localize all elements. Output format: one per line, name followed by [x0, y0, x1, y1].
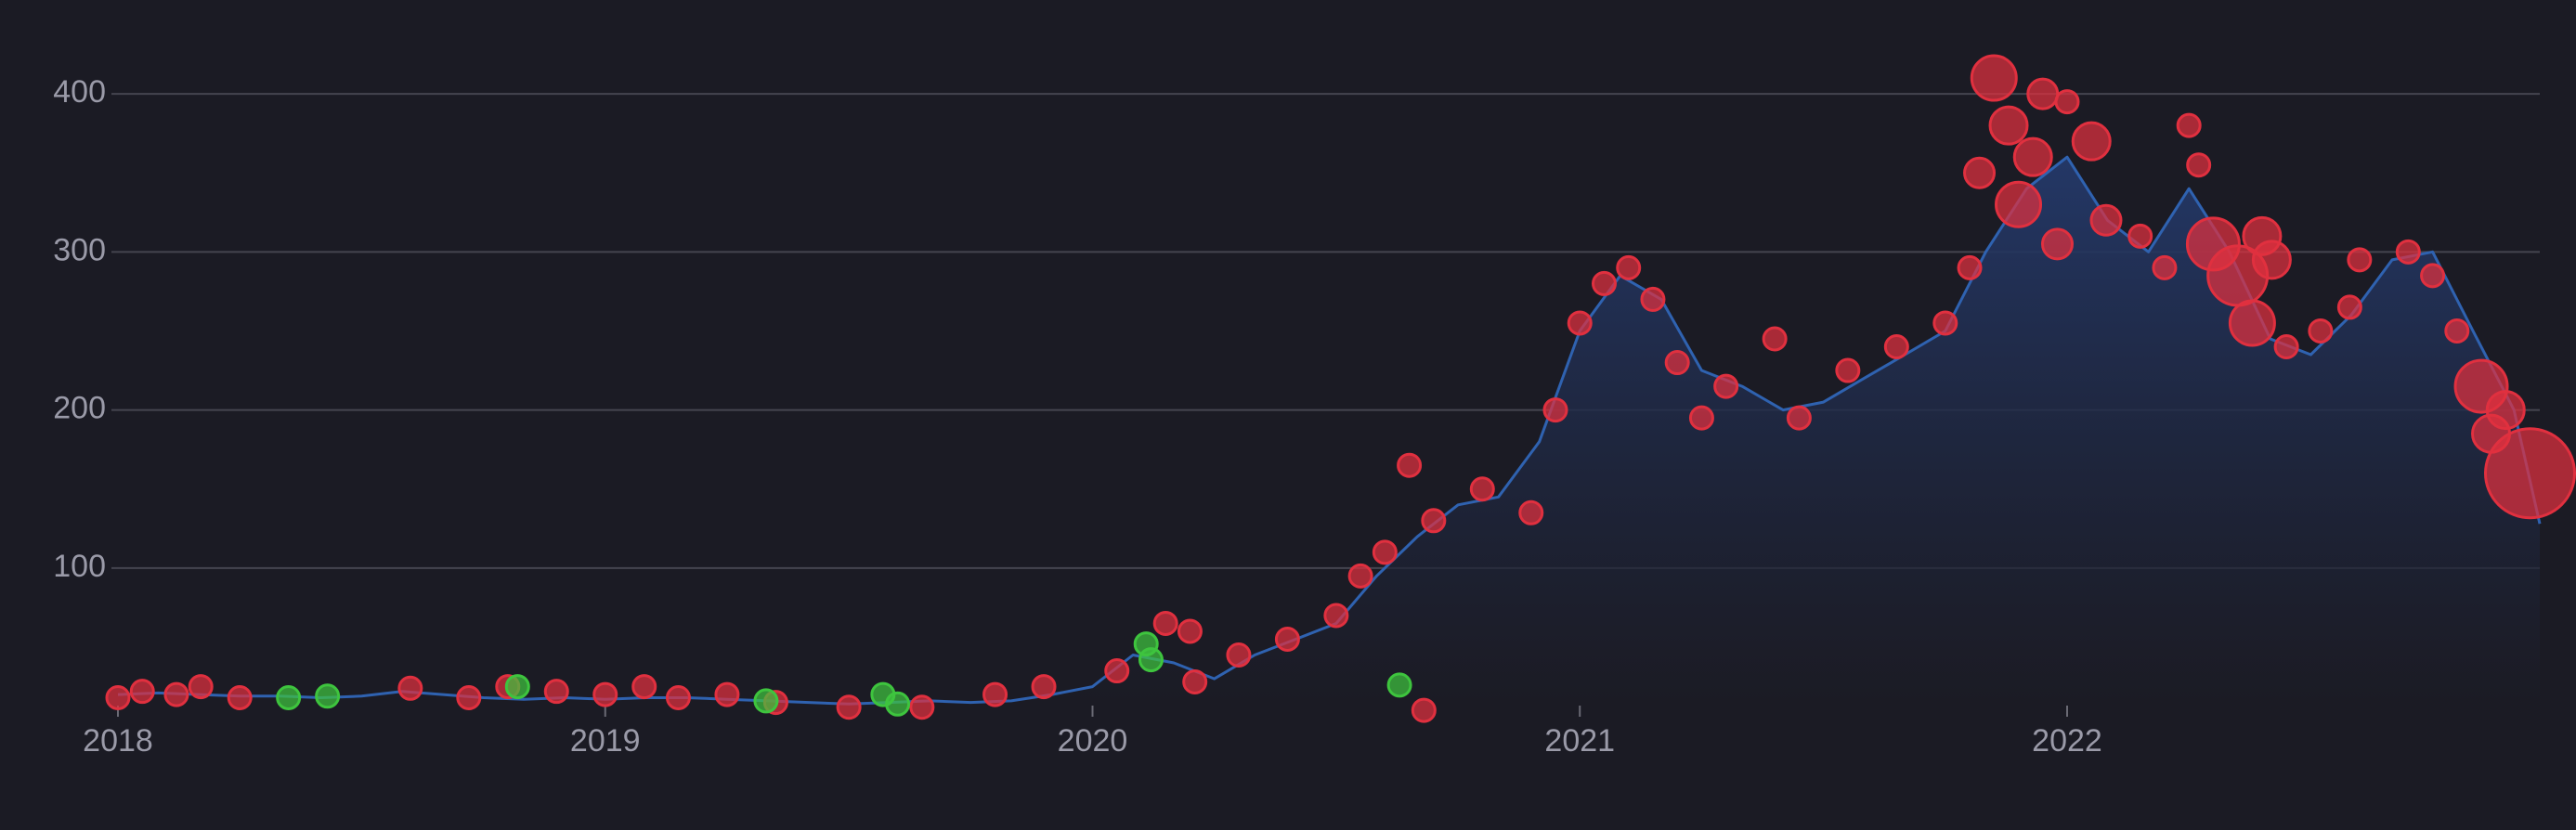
bubble: [2071, 121, 2112, 162]
bubble: [2040, 227, 2074, 261]
x-tick-label: 2020: [1058, 723, 1128, 759]
bubble: [1177, 618, 1203, 644]
y-tick-label: 200: [53, 391, 106, 426]
bubble: [2444, 318, 2470, 344]
bubble: [1542, 397, 1568, 423]
y-tick-label: 100: [53, 549, 106, 584]
bubble: [1567, 310, 1593, 336]
bubble: [1713, 373, 1739, 399]
bubble: [1104, 658, 1130, 684]
bubble: [1226, 642, 1252, 668]
bubble: [543, 679, 569, 705]
bubble: [1274, 626, 1300, 652]
bubble: [1932, 310, 1958, 336]
bubble: [227, 684, 253, 710]
bubble: [504, 674, 530, 700]
bubble: [592, 681, 618, 707]
bubble: [1957, 254, 1983, 280]
bubble: [2152, 254, 2178, 280]
bubble: [1323, 603, 1349, 629]
y-tick-label: 400: [53, 74, 106, 110]
bubble: [982, 681, 1008, 707]
bubble: [2026, 77, 2060, 110]
bubble: [1664, 350, 1690, 376]
bubble: [456, 684, 482, 710]
bubble: [2251, 240, 2292, 280]
bubble: [2176, 112, 2202, 138]
bubble: [2273, 334, 2299, 360]
bubble: [397, 675, 423, 701]
bubble: [163, 681, 189, 707]
bubble: [2395, 239, 2421, 265]
bubble: [1469, 476, 1495, 502]
bubble: [836, 694, 862, 720]
x-tick-label: 2018: [83, 723, 153, 759]
bubble: [1421, 508, 1447, 534]
bubble: [909, 694, 935, 720]
y-tick-label: 300: [53, 232, 106, 267]
bubble: [885, 691, 911, 717]
bubble: [2228, 299, 2276, 347]
bubble: [2054, 89, 2080, 115]
bubble: [1138, 647, 1164, 673]
bubble: [2347, 247, 2373, 273]
bubble: [2420, 263, 2446, 289]
bubble: [1518, 499, 1544, 525]
bubble: [665, 684, 691, 710]
bubble: [2336, 294, 2362, 320]
bubble: [2484, 427, 2576, 520]
bubble: [2308, 318, 2334, 344]
area-fill: [118, 157, 2540, 706]
bubble: [1883, 334, 1909, 360]
x-tick-label: 2022: [2032, 723, 2102, 759]
bubble: [714, 681, 740, 707]
bubble: [188, 674, 214, 700]
bubble: [1616, 254, 1642, 280]
x-tick-label: 2021: [1544, 723, 1615, 759]
bubble: [1372, 539, 1398, 565]
bubble: [2089, 203, 2123, 237]
bubble: [2186, 152, 2212, 178]
bubble: [1182, 668, 1208, 694]
bubble: [1411, 697, 1437, 723]
bubble: [753, 688, 779, 714]
bubble: [1688, 405, 1714, 431]
bubble: [1786, 405, 1812, 431]
bubble: [1386, 672, 1412, 698]
bubble: [105, 684, 131, 710]
bubble: [129, 679, 155, 705]
bubble: [1970, 54, 2018, 102]
bubble: [315, 683, 341, 709]
bubble: [1347, 563, 1373, 589]
bubble: [276, 684, 302, 710]
x-tick-label: 2019: [570, 723, 641, 759]
bubble: [1031, 674, 1057, 700]
bubble: [1152, 610, 1178, 636]
bubble: [1835, 357, 1861, 383]
bubble: [2127, 223, 2153, 249]
bubble: [1995, 180, 2043, 228]
bubble: [631, 674, 657, 700]
bubble: [1988, 105, 2029, 146]
bubble: [2485, 390, 2526, 431]
bubble: [1640, 286, 1666, 312]
bubble: [1397, 452, 1423, 478]
bubble: [1591, 270, 1617, 296]
bubble: [2012, 136, 2053, 177]
bubble: [1762, 326, 1788, 352]
bubble: [1963, 156, 1997, 189]
